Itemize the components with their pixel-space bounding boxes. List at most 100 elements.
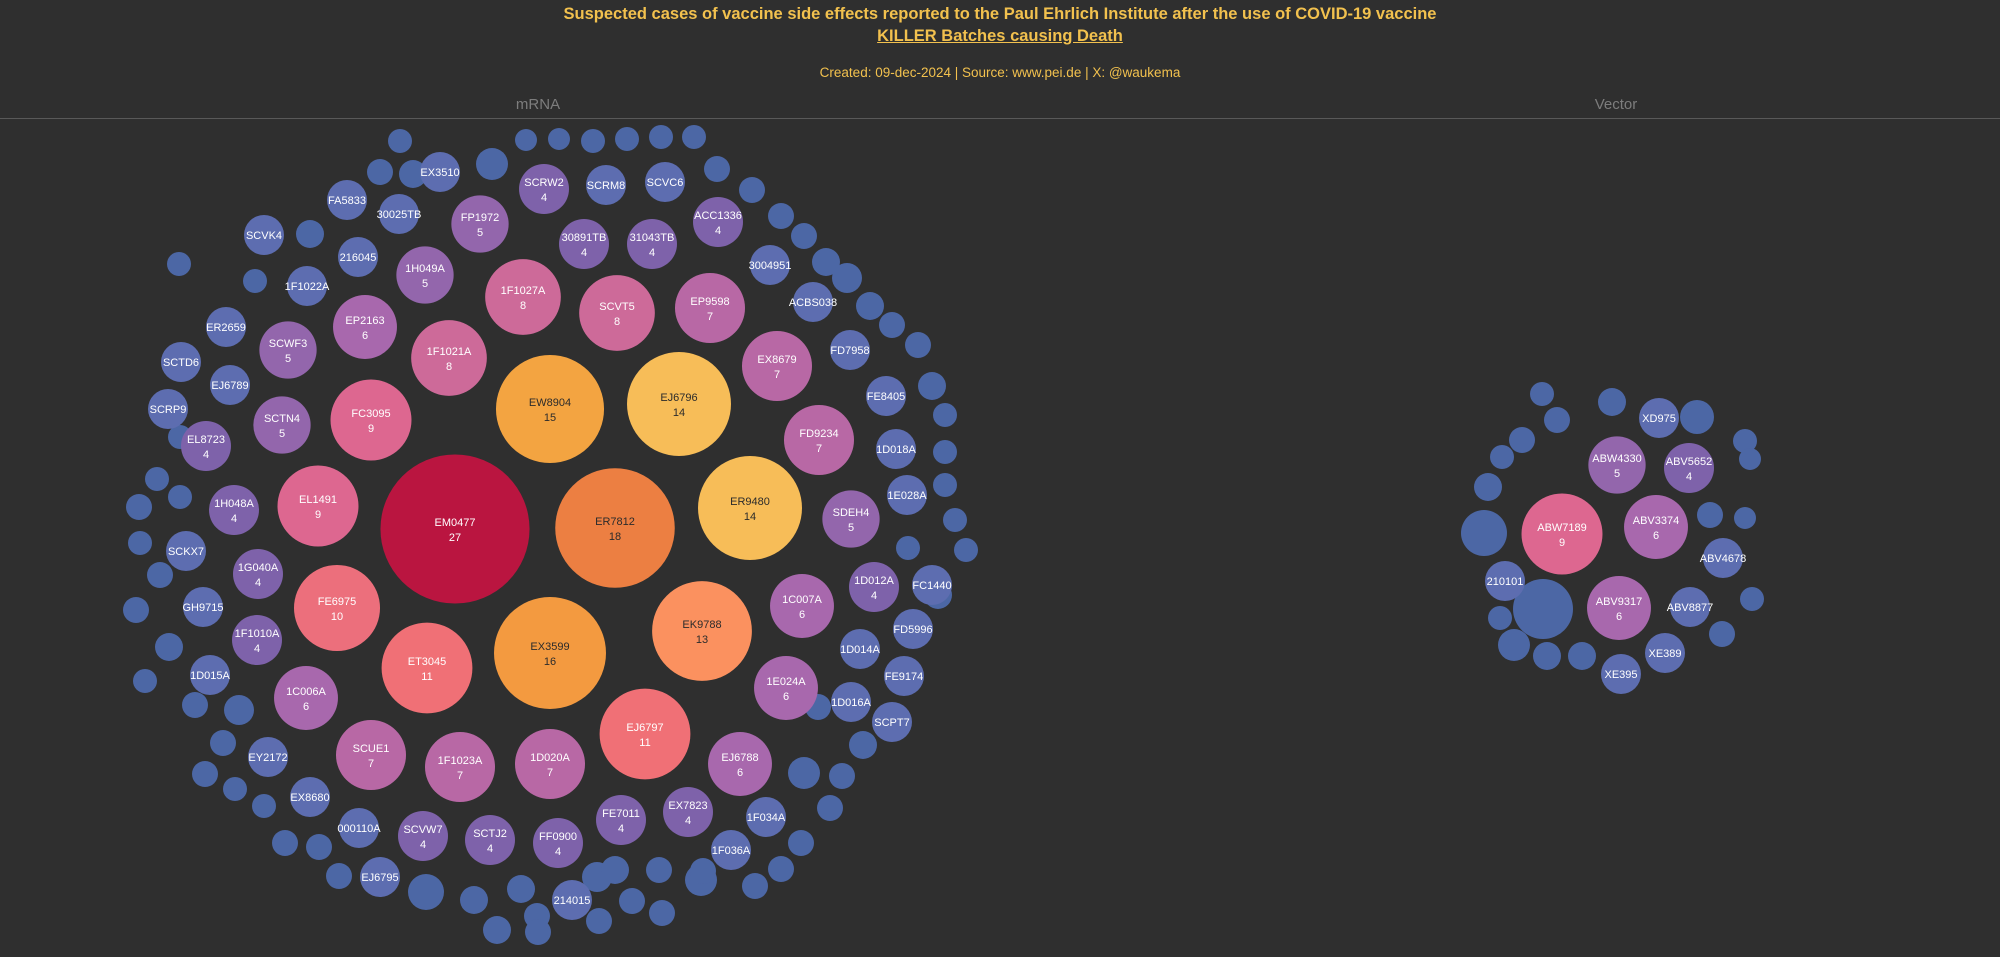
bubble-scrm8[interactable] xyxy=(586,165,626,205)
bubble-batch-small[interactable] xyxy=(1734,507,1756,529)
bubble-batch-small[interactable] xyxy=(1740,587,1764,611)
bubble-sctd6[interactable] xyxy=(161,342,201,382)
bubble-1f1010a[interactable] xyxy=(232,615,282,665)
bubble-fp1972[interactable] xyxy=(451,195,509,253)
bubble-batch-small[interactable] xyxy=(1474,473,1502,501)
bubble-scpt7[interactable] xyxy=(872,702,912,742)
bubble-fe7011[interactable] xyxy=(596,795,646,845)
bubble-et3045[interactable] xyxy=(381,622,473,714)
bubble-el8723[interactable] xyxy=(181,421,231,471)
bubble-batch-small[interactable] xyxy=(296,220,324,248)
bubble-xe389[interactable] xyxy=(1645,633,1685,673)
bubble-gh9715[interactable] xyxy=(183,587,223,627)
bubble-1f1027a[interactable] xyxy=(485,259,561,335)
bubble-batch-small[interactable] xyxy=(223,777,247,801)
bubble-batch-small[interactable] xyxy=(954,538,978,562)
bubble-30025tb[interactable] xyxy=(379,194,419,234)
bubble-batch-small[interactable] xyxy=(388,129,412,153)
bubble-fe9174[interactable] xyxy=(884,656,924,696)
bubble-batch-small[interactable] xyxy=(182,692,208,718)
bubble-batch-small[interactable] xyxy=(155,633,183,661)
bubble-batch-small[interactable] xyxy=(367,159,393,185)
bubble-batch-small[interactable] xyxy=(1568,642,1596,670)
bubble-30891tb[interactable] xyxy=(559,219,609,269)
bubble-1c006a[interactable] xyxy=(274,666,338,730)
bubble-batch-small[interactable] xyxy=(123,597,149,623)
bubble-fc1440[interactable] xyxy=(912,565,952,605)
bubble-scvk4[interactable] xyxy=(244,215,284,255)
bubble-batch-small[interactable] xyxy=(399,160,427,188)
bubble-sctn4[interactable] xyxy=(253,396,311,454)
bubble-ex8680[interactable] xyxy=(290,777,330,817)
bubble-1h049a[interactable] xyxy=(396,246,454,304)
bubble-batch-small[interactable] xyxy=(918,372,946,400)
bubble-batch-small[interactable] xyxy=(1680,400,1714,434)
bubble-batch-small[interactable] xyxy=(1544,407,1570,433)
bubble-batch-small[interactable] xyxy=(525,919,551,945)
bubble-batch-small[interactable] xyxy=(1533,642,1561,670)
bubble-batch-small[interactable] xyxy=(649,900,675,926)
bubble-1c007a[interactable] xyxy=(770,574,834,638)
bubble-batch-small[interactable] xyxy=(1509,427,1535,453)
bubble-batch-small[interactable] xyxy=(272,830,298,856)
bubble-batch-small[interactable] xyxy=(192,761,218,787)
bubble-210101[interactable] xyxy=(1485,561,1525,601)
bubble-batch-small[interactable] xyxy=(1709,621,1735,647)
bubble-1f1022a[interactable] xyxy=(287,266,327,306)
bubble-batch-small[interactable] xyxy=(649,125,673,149)
bubble-batch-small[interactable] xyxy=(615,127,639,151)
bubble-batch-small[interactable] xyxy=(646,857,672,883)
bubble-batch-small[interactable] xyxy=(210,730,236,756)
bubble-batch-small[interactable] xyxy=(1733,429,1757,453)
bubble-1d018a[interactable] xyxy=(876,429,916,469)
bubble-scwf3[interactable] xyxy=(259,321,317,379)
bubble-ex3510[interactable] xyxy=(420,152,460,192)
bubble-batch-small[interactable] xyxy=(601,856,629,884)
bubble-batch-small[interactable] xyxy=(682,125,706,149)
column-header-vector[interactable]: Vector xyxy=(1594,96,1638,113)
bubble-ep2163[interactable] xyxy=(333,295,397,359)
bubble-ex8679[interactable] xyxy=(741,330,813,402)
bubble-1e028a[interactable] xyxy=(887,475,927,515)
bubble-batch-small[interactable] xyxy=(306,834,332,860)
bubble-batch-small[interactable] xyxy=(832,263,862,293)
bubble-batch-small[interactable] xyxy=(943,508,967,532)
bubble-batch-small[interactable] xyxy=(1461,510,1507,556)
bubble-batch-small[interactable] xyxy=(243,269,267,293)
bubble-batch-small[interactable] xyxy=(476,148,508,180)
bubble-fc3095[interactable] xyxy=(330,379,412,461)
bubble-batch-small[interactable] xyxy=(856,292,884,320)
bubble-1d015a[interactable] xyxy=(190,655,230,695)
bubble-1f1023a[interactable] xyxy=(424,731,496,803)
bubble-abv9317[interactable] xyxy=(1587,576,1651,640)
bubble-fa5833[interactable] xyxy=(327,180,367,220)
bubble-abv3374[interactable] xyxy=(1624,495,1688,559)
bubble-abv4678[interactable] xyxy=(1703,538,1743,578)
bubble-batch-small[interactable] xyxy=(812,248,840,276)
bubble-batch-small[interactable] xyxy=(768,203,794,229)
bubble-ej6789[interactable] xyxy=(210,365,250,405)
bubble-sdeh4[interactable] xyxy=(822,490,880,548)
bubble-214015[interactable] xyxy=(552,880,592,920)
bubble-abv8877[interactable] xyxy=(1670,587,1710,627)
bubble-batch-small[interactable] xyxy=(252,794,276,818)
bubble-1e024a[interactable] xyxy=(754,656,818,720)
bubble-abw4330[interactable] xyxy=(1588,436,1646,494)
bubble-ej6795[interactable] xyxy=(360,857,400,897)
bubble-batch-small[interactable] xyxy=(168,485,192,509)
bubble-batch-small[interactable] xyxy=(879,312,905,338)
chart-title-link[interactable]: KILLER Batches causing Death xyxy=(877,27,1123,45)
bubble-batch-small[interactable] xyxy=(849,731,877,759)
bubble-sctj2[interactable] xyxy=(465,815,515,865)
bubble-batch-small[interactable] xyxy=(742,873,768,899)
bubble-batch-small[interactable] xyxy=(167,252,191,276)
bubble-sckx7[interactable] xyxy=(166,531,206,571)
bubble-batch-small[interactable] xyxy=(1498,629,1530,661)
bubble-xd975[interactable] xyxy=(1639,398,1679,438)
bubble-batch-small[interactable] xyxy=(739,177,765,203)
bubble-er7812[interactable] xyxy=(555,468,675,588)
bubble-batch-small[interactable] xyxy=(483,916,511,944)
bubble-batch-small[interactable] xyxy=(1739,448,1761,470)
column-header-mrna[interactable]: mRNA xyxy=(515,96,561,113)
bubble-1d014a[interactable] xyxy=(840,629,880,669)
